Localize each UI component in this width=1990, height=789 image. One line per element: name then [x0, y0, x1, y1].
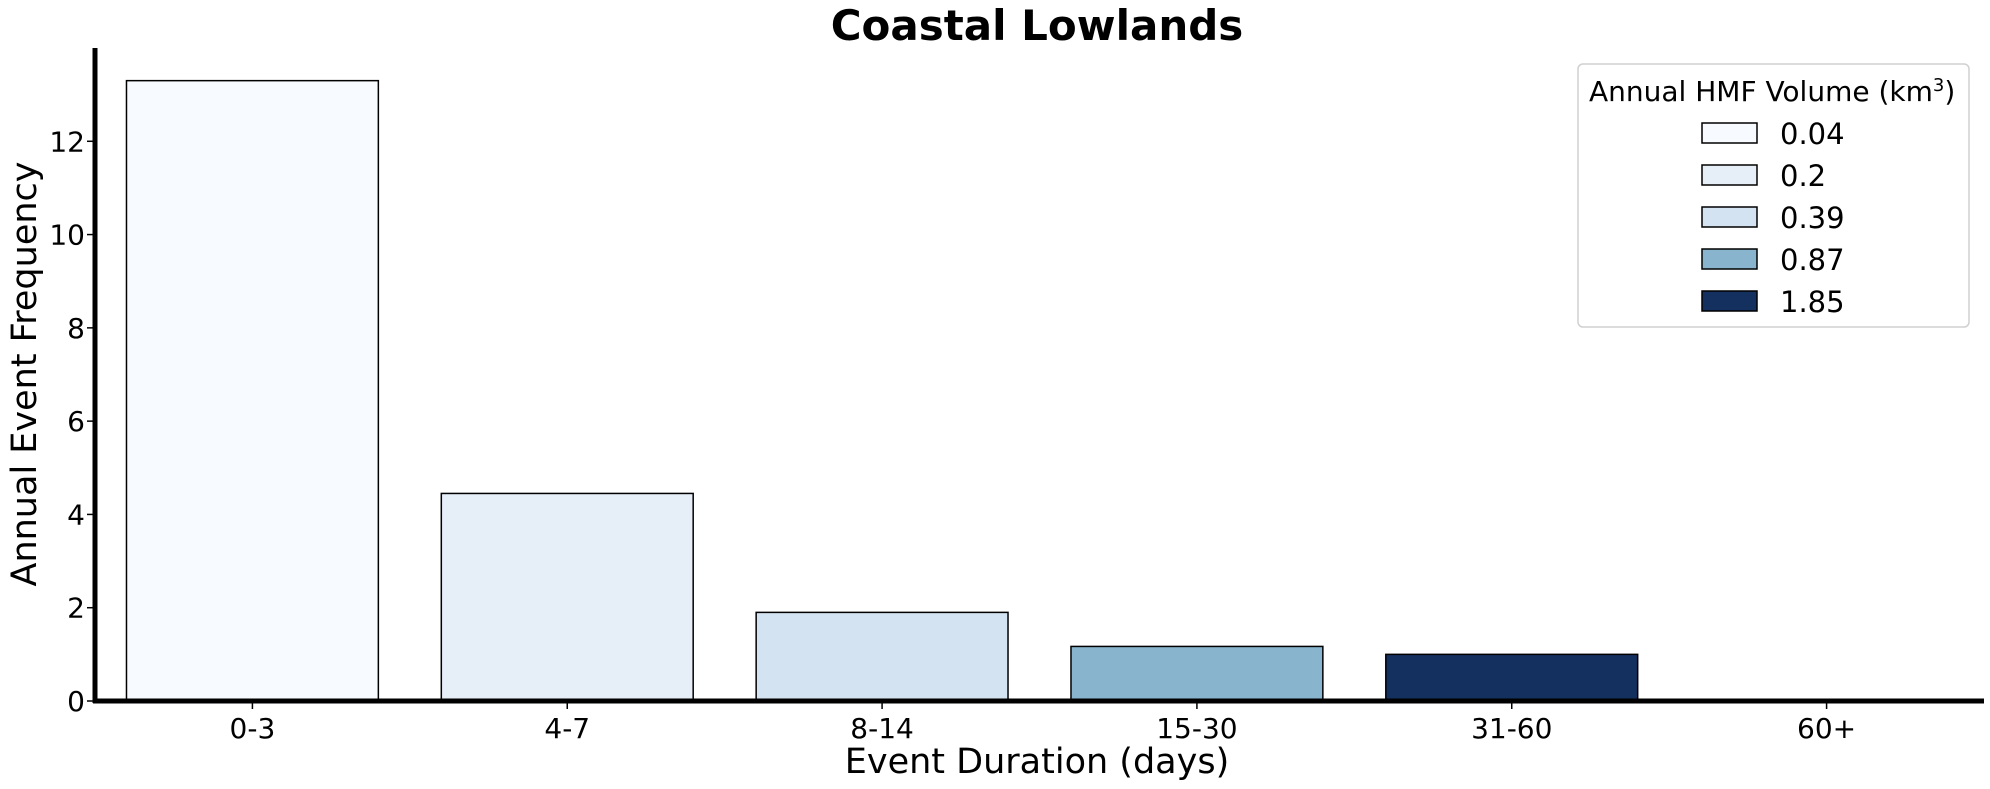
y-tick-label: 0: [67, 685, 85, 718]
legend-label: 0.04: [1780, 117, 1845, 151]
bar-0-3: [125, 79, 380, 702]
x-tick-label: 60+: [1797, 712, 1856, 745]
x-tick-label: 31-60: [1471, 712, 1552, 745]
legend-entries: 0.04 0.2 0.39 0.87 1.85: [1701, 117, 1845, 319]
x-tick-label: 15-30: [1156, 712, 1237, 745]
legend-label: 0.39: [1780, 201, 1845, 235]
legend-title: Annual HMF Volume (km3): [1589, 75, 1955, 109]
legend-frame: [1577, 63, 1970, 328]
legend-swatch: [1701, 206, 1758, 228]
legend-label: 0.87: [1780, 243, 1845, 277]
y-tick-label: 2: [67, 592, 85, 625]
y-axis-ticks: 0 2 4 6 8 10 12: [49, 125, 95, 718]
legend-swatch: [1701, 248, 1758, 270]
bar-8-14: [755, 611, 1009, 702]
legend-label: 0.2: [1780, 159, 1826, 193]
bar-15-30: [1070, 645, 1324, 702]
bar-4-7: [440, 492, 694, 702]
x-axis-label: Event Duration (days): [845, 742, 1229, 782]
y-tick-label: 4: [67, 498, 85, 531]
x-tick-label: 0-3: [230, 712, 276, 745]
chart-title: Coastal Lowlands: [831, 1, 1244, 50]
y-tick-label: 6: [67, 405, 85, 438]
bar-31-60: [1385, 653, 1639, 702]
legend-swatch: [1701, 290, 1758, 312]
x-tick-label: 4-7: [544, 712, 590, 745]
y-tick-label: 10: [49, 219, 85, 252]
legend-swatch: [1701, 164, 1758, 186]
y-axis-label: Annual Event Frequency: [5, 162, 45, 587]
legend-label: 1.85: [1780, 285, 1845, 319]
legend: Annual HMF Volume (km3) 0.04 0.2 0.39 0.87 1…: [1577, 63, 1970, 328]
bars: [125, 79, 1639, 702]
x-axis-ticks: 0-3 4-7 8-14 15-30 31-60 60+: [230, 701, 1856, 745]
y-tick-label: 12: [49, 125, 85, 158]
legend-swatch: [1701, 122, 1758, 144]
y-tick-label: 8: [67, 312, 85, 345]
x-tick-label: 8-14: [850, 712, 914, 745]
